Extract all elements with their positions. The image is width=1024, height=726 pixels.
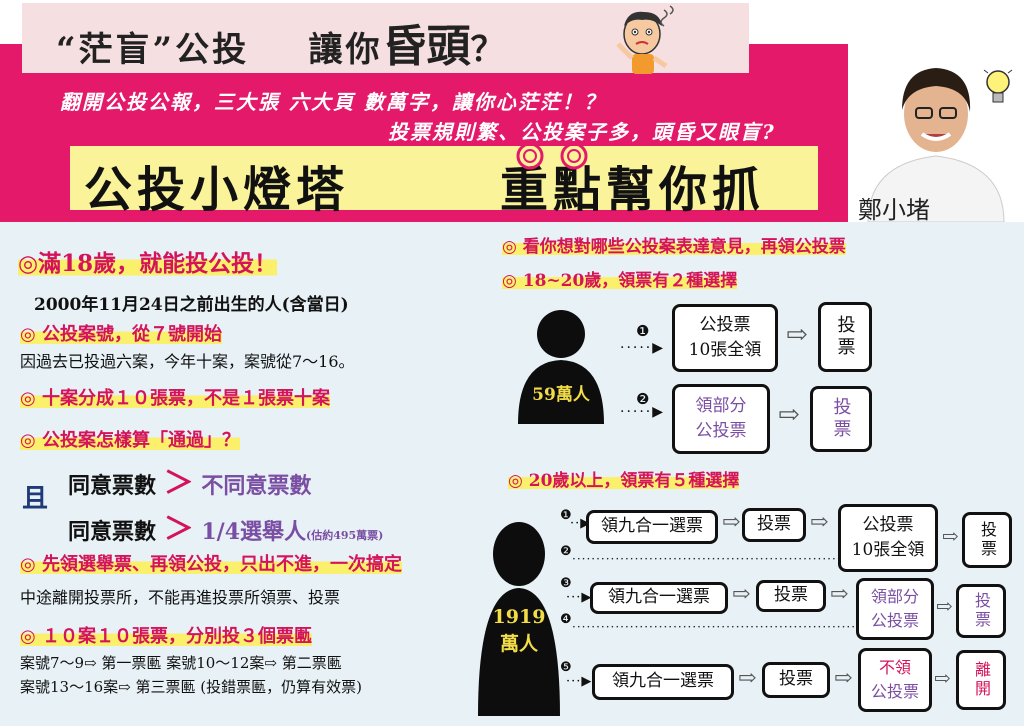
arrow-icon: ⇨: [834, 666, 853, 691]
section-boxes-line1: 案號7～9⇨ 第一票匭 案號10～12案⇨ 第二票匭: [20, 654, 342, 672]
g1-option2-vote: 投票: [810, 386, 872, 452]
dotted-line: ········································…: [572, 620, 876, 634]
subtitle-2: 投票規則繁、公投案子多，頭昏又眼盲?: [388, 120, 776, 144]
dotted-arrow: ···▶: [566, 674, 593, 689]
dotted-arrow: ···▶: [566, 590, 593, 605]
option-3-number: ❸: [560, 576, 572, 591]
option-5-number: ❺: [560, 660, 572, 675]
condition-2-right: 1/4選舉人: [201, 519, 307, 545]
banner-left-text: 公投小燈塔: [84, 162, 350, 218]
option-2-number: ❷: [560, 544, 572, 559]
g1-option1-box: 公投票 10張全領: [672, 304, 778, 372]
g2-none-box: 不領 公投票: [858, 648, 932, 712]
section-age-heading: ◎滿18歲，就能投公投！: [18, 244, 278, 278]
g2-partial-box: 領部分 公投票: [856, 578, 934, 640]
subtitle-1: 翻開公投公報，三大張 六大頁 數萬字，讓你心茫茫！？: [60, 90, 606, 114]
lightbulb-icon: [983, 69, 1013, 103]
g1-option1-vote: 投票: [818, 302, 872, 372]
section-age-body: 2000年11月24日之前出生的人(含當日): [34, 295, 349, 315]
signature: 鄭小堵: [858, 196, 930, 224]
page-title: “茫盲”公投 讓你昏頭？: [56, 21, 508, 72]
g2-partial-vote: 投票: [956, 584, 1006, 638]
spiral-icon: [516, 142, 588, 170]
condition-1: 同意票數 ＞ 不同意票數: [68, 458, 311, 502]
condition-2-note: (估約495萬票): [306, 529, 384, 542]
arrow-icon: ⇨: [778, 400, 800, 430]
g1-option1-line2: 10張全領: [688, 340, 762, 360]
condition-2-left: 同意票數: [68, 519, 157, 545]
section-ballots-heading: ◎ 十案分成１０張票，不是１張票十案: [20, 384, 330, 410]
group-1919-unit: 萬人: [499, 632, 538, 655]
g2-vote-box-3: 投票: [762, 662, 830, 698]
g2-partial-line2: 公投票: [870, 611, 919, 630]
age-20-plus-heading: ◎ 20歲以上，領票有５種選擇: [508, 466, 740, 491]
condition-1-left: 同意票數: [68, 473, 157, 499]
g2-none-line2: 公投票: [870, 682, 919, 701]
arrow-icon: ⇨: [722, 510, 741, 535]
group-59-people: 59萬人: [532, 385, 590, 405]
section-boxes-heading: ◎ １０案１０張票，分別投３個票匭: [20, 622, 312, 648]
option-1-number: ❶: [560, 508, 572, 523]
g2-elect-box-1: 領九合一選票: [586, 510, 718, 544]
section-case-number-heading: ◎ 公投案號，從７號開始: [20, 320, 222, 346]
arrow-icon: ⇨: [934, 666, 951, 690]
g2-partial-line1: 領部分: [870, 587, 919, 606]
banner-bar: [70, 146, 818, 210]
section-order-body: 中途離開投票所，不能再進投票所領票、投票: [20, 588, 341, 607]
g1-option2-line2: 公投票: [695, 421, 747, 441]
g1-option2-line1: 領部分: [695, 395, 747, 416]
g2-all-line1: 公投票: [862, 514, 914, 535]
section-pass-heading: ◎ 公投案怎樣算「通過」？: [20, 426, 240, 452]
section-order-heading: ◎ 先領選舉票、再領公投，只出不進，一次搞定: [20, 550, 402, 576]
section-case-number-body: 因過去已投過六案，今年十案，案號從7～16。: [20, 352, 355, 371]
arrow-icon: ⇨: [830, 582, 849, 607]
g2-leave-box: 離開: [956, 650, 1006, 710]
g2-all-vote: 投票: [962, 512, 1012, 568]
age-18-20-heading: ◎ 18~20歲，領票有２種選擇: [502, 266, 738, 291]
option-4-number: ❹: [560, 612, 572, 627]
g2-elect-box-2: 領九合一選票: [590, 582, 728, 614]
person-silhouette-icon: [478, 522, 560, 716]
g2-elect-box-3: 領九合一選票: [592, 664, 734, 700]
dotted-arrow: ·····▶: [620, 404, 666, 420]
confused-cartoon-icon: [616, 5, 674, 74]
dotted-arrow: ·····▶: [620, 340, 666, 356]
dotted-line: ········································…: [572, 552, 872, 566]
g1-option2-box: 領部分 公投票: [672, 384, 770, 454]
arrow-icon: ⇨: [942, 524, 959, 548]
right-intro-heading: ◎ 看你想對哪些公投案表達意見，再領公投票: [502, 232, 846, 257]
g2-vote-box-2: 投票: [756, 580, 826, 612]
g2-vote-box-1: 投票: [742, 508, 806, 542]
group-1919-people: 1919 萬人: [474, 604, 564, 657]
option-1-number: ❶: [636, 322, 650, 340]
dotted-arrow: ··▶: [570, 516, 592, 531]
arrow-icon: ⇨: [786, 320, 808, 350]
arrow-icon: ⇨: [732, 582, 751, 607]
option-2-number: ❷: [636, 390, 650, 408]
greater-than-2: ＞: [163, 512, 194, 547]
section-boxes-line2: 案號13～16案⇨ 第三票匭 (投錯票匭，仍算有效票): [20, 678, 362, 696]
greater-than-1: ＞: [163, 466, 194, 501]
and-label: 且: [22, 484, 49, 514]
arrow-icon: ⇨: [738, 666, 757, 691]
arrow-icon: ⇨: [810, 510, 829, 535]
arrow-icon: ⇨: [936, 594, 953, 618]
g2-all-line2: 10張全領: [851, 540, 925, 560]
g2-all-box: 公投票 10張全領: [838, 504, 938, 572]
person-silhouette-icon: [518, 310, 604, 424]
banner-right-text: 重點幫你抓: [500, 162, 766, 218]
condition-2: 同意票數 ＞ 1/4選舉人(估約495萬票): [68, 504, 383, 548]
g2-none-line1: 不領: [878, 658, 911, 677]
g1-option1-line1: 公投票: [699, 314, 751, 335]
group-1919-number: 1919: [492, 606, 546, 628]
condition-1-right: 不同意票數: [201, 473, 312, 499]
